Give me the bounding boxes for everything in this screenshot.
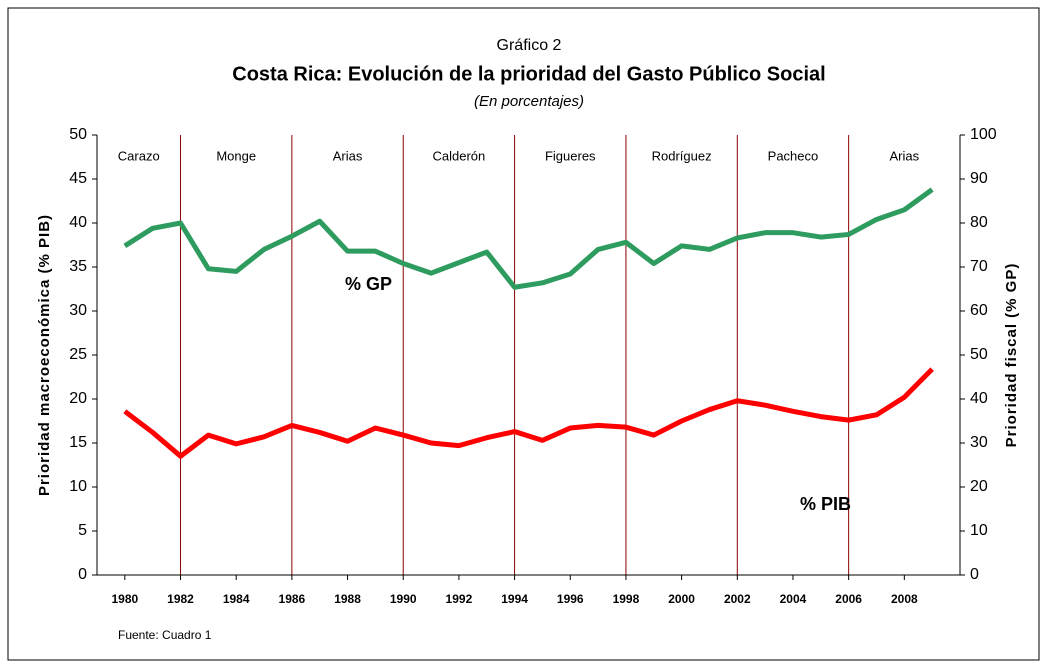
source: Fuente: Cuadro 1 [118,628,212,642]
period-label: Carazo [118,148,160,163]
period-label: Arias [333,148,363,163]
y-axis-label: Prioridad macroeconómica (% PIB) [36,214,53,496]
y-tick-label: 35 [69,258,87,275]
chart-title: Costa Rica: Evolución de la prioridad de… [232,63,825,85]
period-label: Figueres [545,148,596,163]
subtitle: (En porcentajes) [474,93,584,110]
y-tick-label: 15 [69,434,87,451]
x-tick-label: 1988 [334,592,361,606]
y2-tick-label: 0 [970,566,979,583]
y2-axis-label: Prioridad fiscal (% GP) [1003,263,1020,448]
x-tick-label: 2002 [724,592,751,606]
supertitle: Gráfico 2 [497,37,562,54]
x-tick-label: 1990 [390,592,417,606]
y-tick-label: 50 [69,126,87,143]
y2-tick-label: 80 [970,214,988,231]
y2-tick-label: 60 [970,302,988,319]
x-tick-label: 1996 [557,592,584,606]
y2-tick-label: 50 [970,346,988,363]
x-tick-label: 1992 [446,592,473,606]
y-tick-label: 5 [78,522,87,539]
series-line [123,187,934,290]
x-tick-label: 2006 [835,592,862,606]
y2-tick-label: 20 [970,478,988,495]
y-tick-label: 40 [69,214,87,231]
y-tick-label: 10 [69,478,87,495]
x-tick-label: 1980 [111,592,138,606]
period-label: Rodríguez [652,148,712,163]
x-tick-label: 2000 [668,592,695,606]
y-tick-label: 30 [69,302,87,319]
x-tick-label: 2004 [780,592,807,606]
x-tick-label: 1986 [279,592,306,606]
y-tick-label: 0 [78,566,87,583]
frame [7,7,1040,661]
x-tick-label: 1994 [501,592,528,606]
y2-tick-label: 90 [970,170,988,187]
x-tick-label: 2008 [891,592,918,606]
period-label: Arias [890,148,920,163]
x-tick-label: 1982 [167,592,194,606]
x-tick-label: 1984 [223,592,250,606]
period-label: Monge [216,148,256,163]
series-line [123,367,934,459]
y-tick-label: 25 [69,346,87,363]
series-label: % PIB [800,494,851,514]
period-label: Pacheco [768,148,819,163]
period-label: Calderón [433,148,486,163]
y2-tick-label: 70 [970,258,988,275]
y2-tick-label: 30 [970,434,988,451]
series-label: % GP [345,274,392,294]
x-tick-label: 1998 [613,592,640,606]
y2-tick-label: 100 [970,126,997,143]
y-tick-label: 20 [69,390,87,407]
y2-tick-label: 10 [970,522,988,539]
y2-tick-label: 40 [970,390,988,407]
y-tick-label: 45 [69,170,87,187]
